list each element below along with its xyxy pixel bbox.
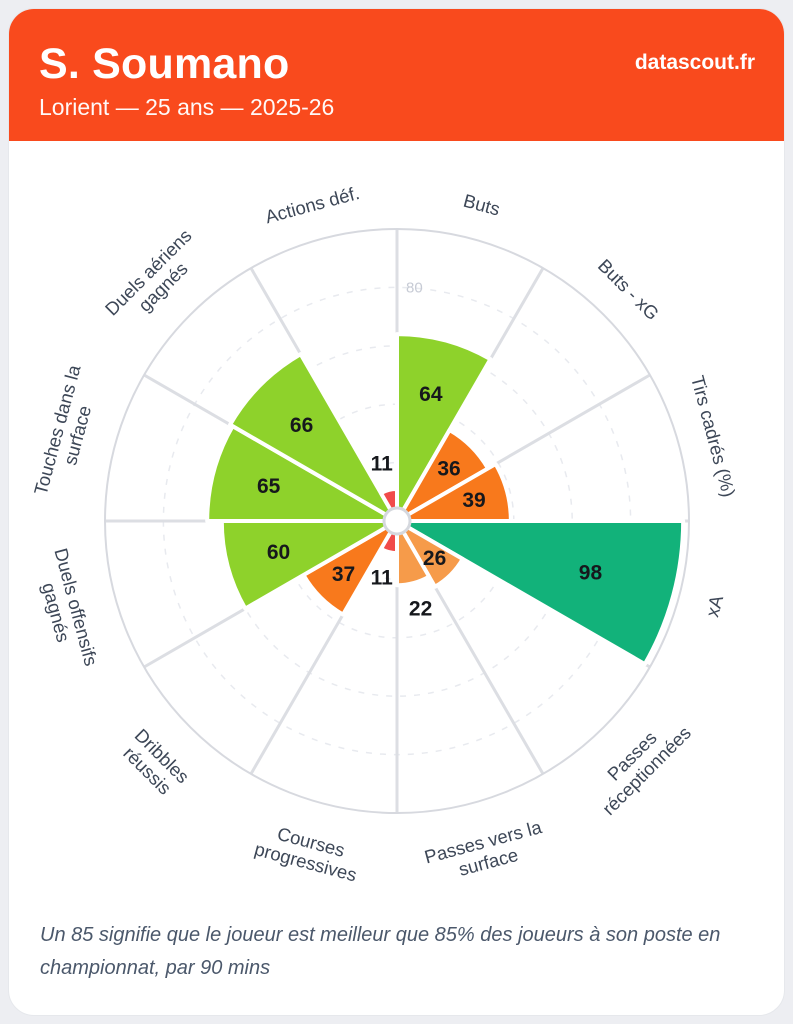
category-label-touches-dans-la-surface: Touches dans lasurface xyxy=(29,362,104,503)
category-label-passes-vers-la-surface: Passes vers lasurface xyxy=(422,815,550,887)
category-label-xa: xA xyxy=(701,592,727,619)
value-label-duels-offensifs-gagnes: 60 xyxy=(267,541,290,564)
value-label-passes-vers-la-surface: 22 xyxy=(409,598,432,621)
player-card: datascout.fr S. Soumano Lorient — 25 ans… xyxy=(8,8,785,1016)
slice-passes-vers-la-surface xyxy=(395,519,432,588)
category-label-actions-def: Actions déf. xyxy=(263,182,362,227)
value-label-buts: 64 xyxy=(419,383,443,406)
card-header: datascout.fr S. Soumano Lorient — 25 ans… xyxy=(9,9,784,141)
center-hole xyxy=(382,506,412,536)
slice-xa xyxy=(395,519,686,667)
value-label-actions-def: 11 xyxy=(371,452,394,475)
category-label-courses-progressives: Coursesprogressives xyxy=(252,818,364,885)
radial-tick-label: 80 xyxy=(406,279,423,296)
category-label-dribbles-reussis: Dribblesréussis xyxy=(116,724,193,801)
value-label-buts-xg: 36 xyxy=(437,457,460,480)
value-label-passes-receptionnees: 26 xyxy=(423,547,446,570)
value-label-xa: 98 xyxy=(579,561,603,584)
slice-passes-receptionnees xyxy=(395,519,465,589)
outer-ring xyxy=(104,228,690,814)
player-name: S. Soumano xyxy=(39,40,290,88)
slice-duels-aeriens-gagnes xyxy=(228,352,399,523)
value-label-dribbles-reussis: 37 xyxy=(332,563,355,586)
value-label-courses-progressives: 11 xyxy=(371,567,394,590)
category-label-buts: Buts xyxy=(461,189,502,219)
category-label-passes-receptionnees: Passesréceptionnées xyxy=(583,707,695,819)
category-label-buts-xg: Buts - xG xyxy=(594,254,663,323)
footnote: Un 85 signifie que le joueur est meilleu… xyxy=(40,924,721,979)
value-label-touches-dans-la-surface: 65 xyxy=(257,475,281,498)
value-label-duels-aeriens-gagnes: 66 xyxy=(290,414,313,437)
pizza-chart: 80 64 36 39 98 26 22 11 37 60 65 66 11 Buts Buts - xG T… xyxy=(9,141,784,897)
category-label-tirs-cadres: Tirs cadrés (%) xyxy=(688,373,741,499)
brand-link[interactable]: datascout.fr xyxy=(634,51,755,74)
value-label-tirs-cadres: 39 xyxy=(462,489,485,512)
player-meta: Lorient — 25 ans — 2025-26 xyxy=(39,94,335,121)
slice-buts xyxy=(395,332,493,523)
category-label-duels-aeriens-gagnes: Duels aériensgagnés xyxy=(100,224,209,333)
category-label-duels-offensifs-gagnes: Duels offensifsgagnés xyxy=(31,546,103,674)
